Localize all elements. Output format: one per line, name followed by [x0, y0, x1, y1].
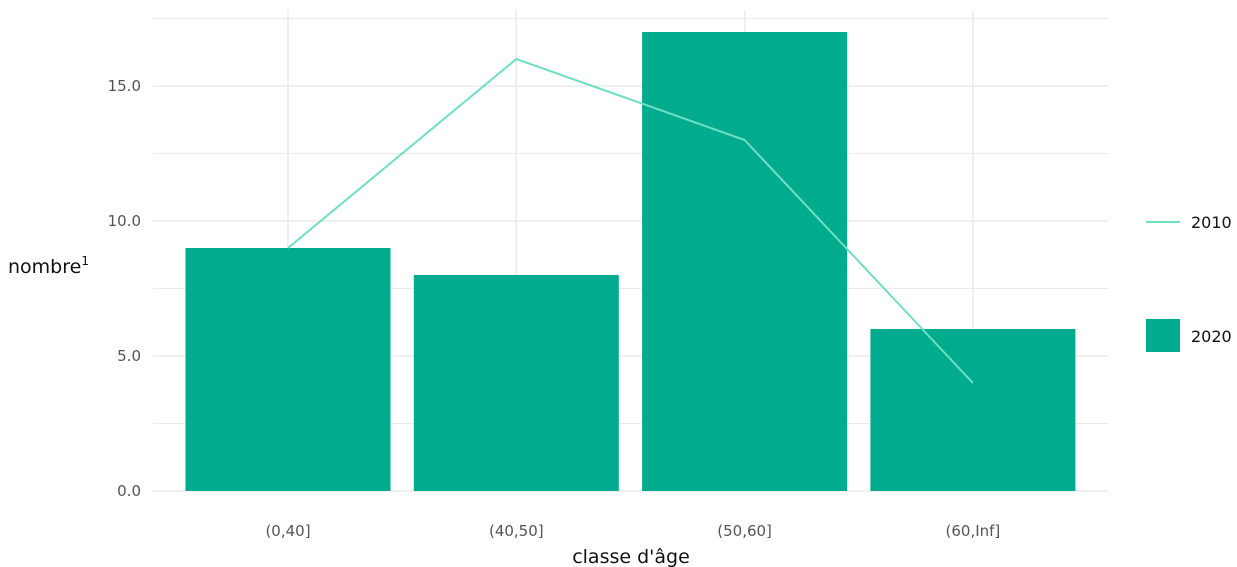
x-tick-label: (50,60]	[717, 522, 772, 540]
bar-2020	[642, 32, 848, 491]
x-tick-label: (0,40]	[265, 522, 310, 540]
x-axis-ticks: (0,40] (40,50] (50,60] (60,Inf]	[265, 522, 1000, 540]
bars-2020	[185, 32, 1076, 491]
series-line-2010	[287, 57, 974, 384]
y-tick-label: 5.0	[117, 347, 141, 365]
y-axis-ticks: 0.0 5.0 10.0 15.0	[108, 77, 141, 500]
x-tick-label: (60,Inf]	[946, 522, 1001, 540]
line-2010	[287, 57, 974, 384]
legend-label-2020: 2020	[1191, 327, 1232, 346]
x-axis-title: classe d'âge	[572, 546, 690, 567]
y-axis-title-superscript: 1	[81, 254, 89, 268]
y-tick-label: 0.0	[117, 482, 141, 500]
y-axis-title-text: nombre	[8, 256, 81, 278]
legend-label-2010: 2010	[1191, 213, 1232, 232]
y-tick-label: 15.0	[108, 77, 141, 95]
y-tick-label: 10.0	[108, 212, 141, 230]
x-tick-label: (40,50]	[489, 522, 544, 540]
bar-2020	[413, 275, 619, 491]
legend: 2010 2020	[1146, 213, 1232, 352]
bar-2020	[185, 248, 391, 491]
bar-2020	[870, 329, 1076, 491]
y-axis-title: nombre1	[8, 254, 89, 278]
legend-bar-swatch	[1146, 319, 1180, 352]
